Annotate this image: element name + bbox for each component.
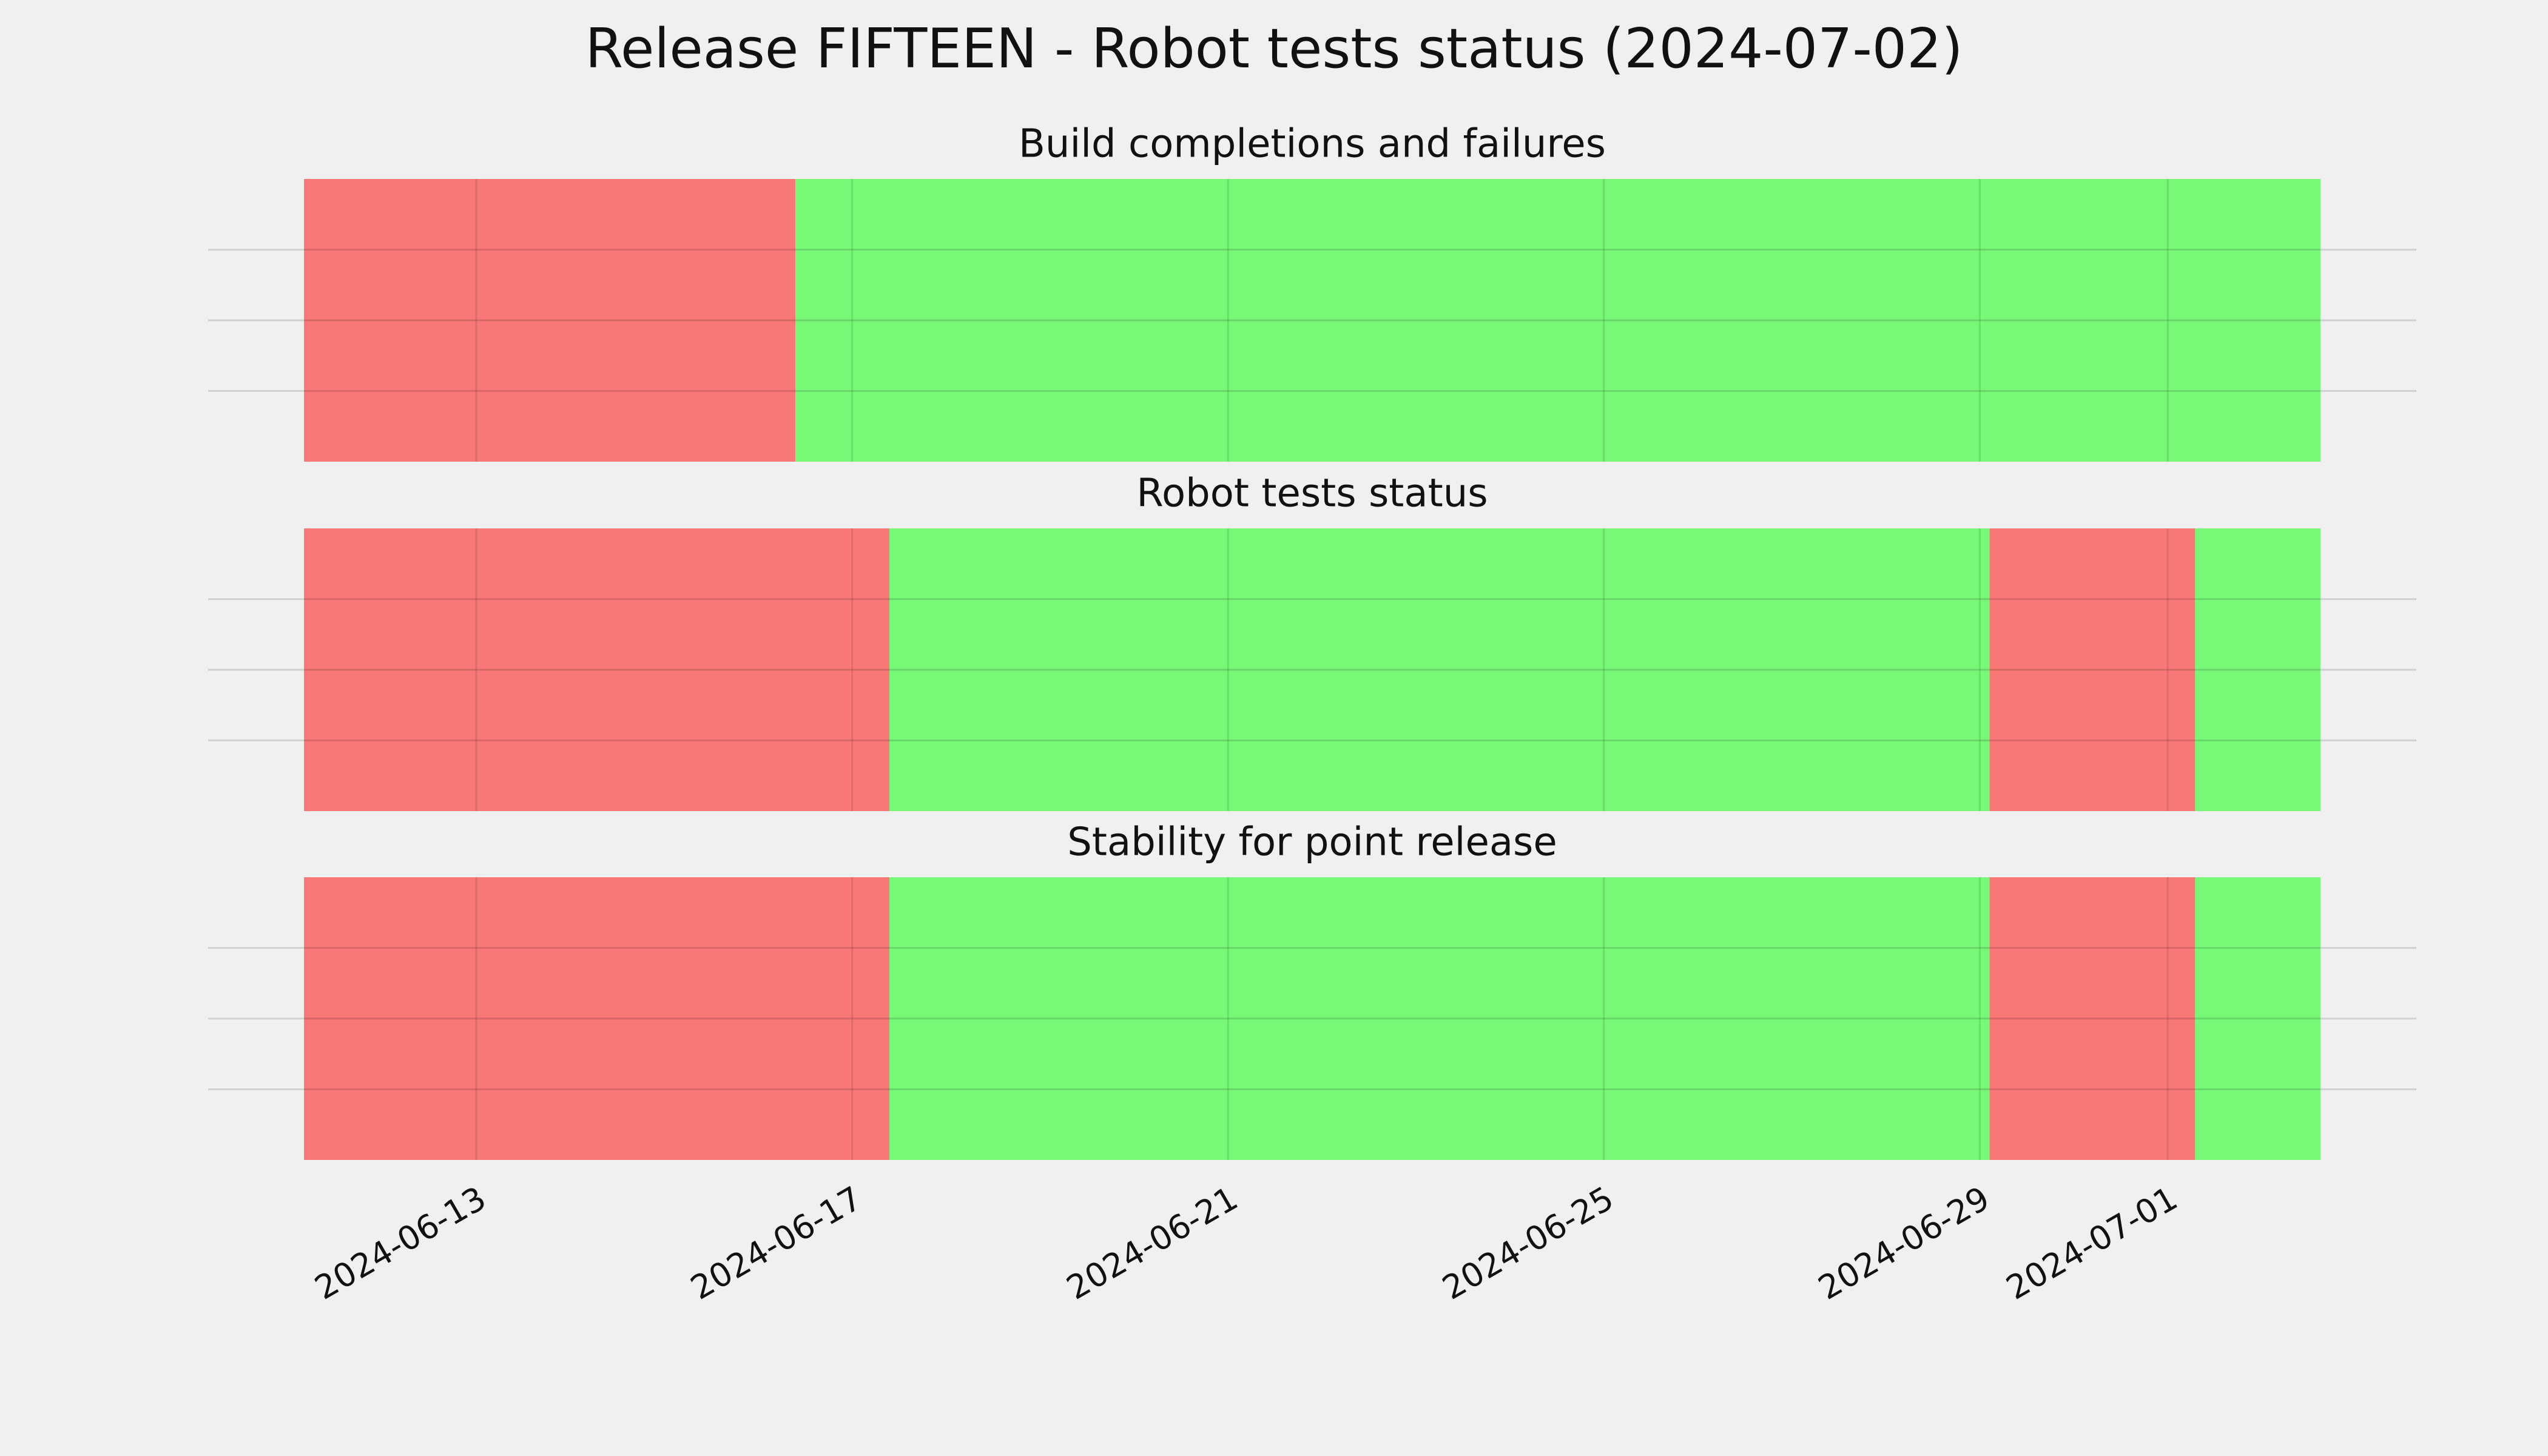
status-span xyxy=(304,179,796,462)
figure-title: Release FIFTEEN - Robot tests status (20… xyxy=(585,17,1963,81)
status-span xyxy=(2195,877,2320,1160)
status-span xyxy=(1989,877,2196,1160)
subplot-title: Build completions and failures xyxy=(1019,122,1606,167)
status-span xyxy=(304,528,889,811)
status-span xyxy=(1989,528,2196,811)
status-span xyxy=(889,528,1990,811)
subplot-title: Robot tests status xyxy=(1136,471,1488,516)
status-span xyxy=(304,877,889,1160)
subplot-title: Stability for point release xyxy=(1067,820,1557,865)
status-span xyxy=(2195,528,2320,811)
status-span xyxy=(795,179,2320,462)
status-span xyxy=(889,877,1990,1160)
